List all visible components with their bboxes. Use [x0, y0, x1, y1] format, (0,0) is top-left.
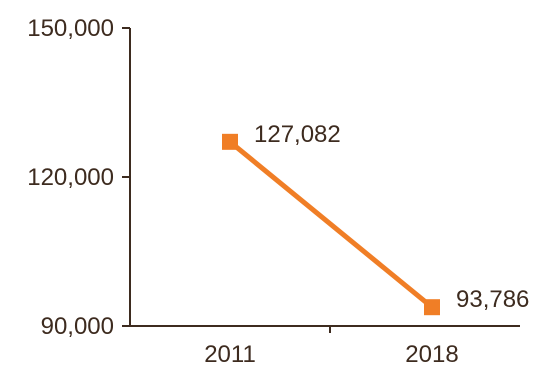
series-group: 127,082 93,786: [222, 121, 529, 316]
x-tick-label: 2011: [204, 341, 256, 365]
data-label: 93,786: [456, 286, 529, 313]
y-tick-label: 150,000: [27, 15, 114, 42]
data-point-marker: [424, 299, 440, 316]
axes: [129, 28, 520, 327]
y-tick-label: 120,000: [27, 164, 114, 191]
y-axis-ticks: 150,000 120,000 90,000: [27, 15, 130, 340]
y-tick-label: 90,000: [41, 313, 114, 340]
series-line: [228, 139, 434, 310]
x-axis-ticks: 2011 2018: [204, 326, 459, 365]
data-point-marker: [222, 133, 238, 150]
data-label: 127,082: [254, 121, 341, 148]
x-tick-label: 2018: [405, 341, 458, 365]
